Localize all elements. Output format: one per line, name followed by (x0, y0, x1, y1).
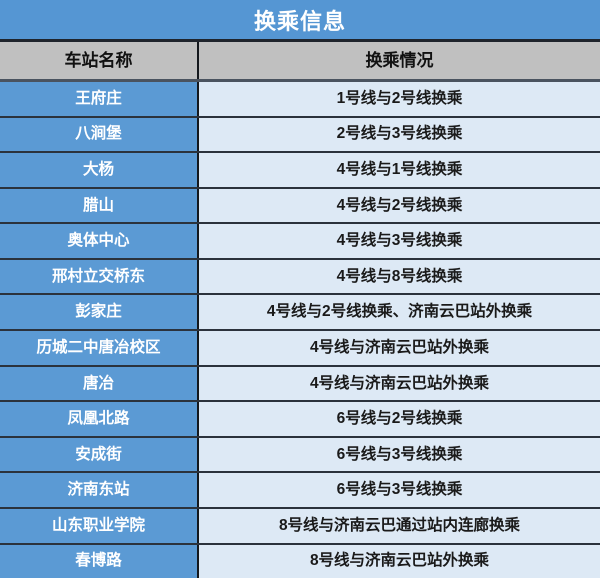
station-cell: 腊山 (0, 188, 197, 223)
station-cell: 奥体中心 (0, 224, 197, 258)
transfer-cell: 4号线与2号线换乘 (197, 188, 600, 223)
transfer-cell: 8号线与济南云巴通过站内连廊换乘 (197, 508, 600, 543)
table-row: 邢村立交桥东 4号线与8号线换乘 (0, 257, 600, 294)
table-row: 唐冶 4号线与济南云巴站外换乘 (0, 364, 600, 401)
transfer-cell: 6号线与3号线换乘 (197, 473, 600, 507)
station-cell: 山东职业学院 (0, 508, 197, 543)
transfer-cell: 6号线与3号线换乘 (197, 437, 600, 472)
table-title-text: 换乘信息 (253, 8, 346, 34)
station-cell: 历城二中唐冶校区 (0, 331, 197, 365)
column-header-station: 车站名称 (0, 42, 197, 79)
table-body: 王府庄 1号线与2号线换乘 八涧堡 2号线与3号线换乘 大杨 4号线与1号线换乘… (0, 82, 600, 578)
column-header-transfer: 换乘情况 (197, 42, 600, 79)
transfer-cell: 4号线与济南云巴站外换乘 (197, 331, 600, 365)
transfer-cell: 4号线与8号线换乘 (197, 259, 600, 294)
station-cell: 安成街 (0, 437, 197, 472)
transfer-cell: 6号线与2号线换乘 (197, 402, 600, 436)
table-row: 凤凰北路 6号线与2号线换乘 (0, 400, 600, 436)
transfer-cell: 1号线与2号线换乘 (197, 82, 600, 116)
transfer-cell: 2号线与3号线换乘 (197, 117, 600, 152)
table-row: 济南东站 6号线与3号线换乘 (0, 471, 600, 507)
station-cell: 唐冶 (0, 366, 197, 401)
transfer-cell: 4号线与1号线换乘 (197, 153, 600, 187)
table-row: 春博路 8号线与济南云巴站外换乘 (0, 542, 600, 578)
transfer-cell: 4号线与3号线换乘 (197, 224, 600, 258)
station-cell: 济南东站 (0, 473, 197, 507)
table-row: 历城二中唐冶校区 4号线与济南云巴站外换乘 (0, 329, 600, 365)
station-cell: 邢村立交桥东 (0, 259, 197, 294)
station-cell: 大杨 (0, 153, 197, 187)
table-row: 彭家庄 4号线与2号线换乘、济南云巴站外换乘 (0, 293, 600, 330)
station-cell: 凤凰北路 (0, 402, 197, 436)
table-title: 换乘信息 (0, 0, 600, 42)
table-row: 山东职业学院 8号线与济南云巴通过站内连廊换乘 (0, 506, 600, 543)
station-cell: 彭家庄 (0, 295, 197, 330)
table-row: 腊山 4号线与2号线换乘 (0, 186, 600, 223)
station-cell: 王府庄 (0, 82, 197, 116)
table-row: 大杨 4号线与1号线换乘 (0, 151, 600, 187)
transfer-cell: 8号线与济南云巴站外换乘 (197, 544, 600, 578)
table-row: 八涧堡 2号线与3号线换乘 (0, 115, 600, 152)
transfer-cell: 4号线与2号线换乘、济南云巴站外换乘 (197, 295, 600, 330)
transfer-cell: 4号线与济南云巴站外换乘 (197, 366, 600, 401)
table-row: 王府庄 1号线与2号线换乘 (0, 82, 600, 116)
table-row: 奥体中心 4号线与3号线换乘 (0, 222, 600, 258)
station-cell: 春博路 (0, 544, 197, 578)
table-header-row: 车站名称 换乘情况 (0, 42, 600, 82)
station-cell: 八涧堡 (0, 117, 197, 152)
table-row: 安成街 6号线与3号线换乘 (0, 435, 600, 472)
